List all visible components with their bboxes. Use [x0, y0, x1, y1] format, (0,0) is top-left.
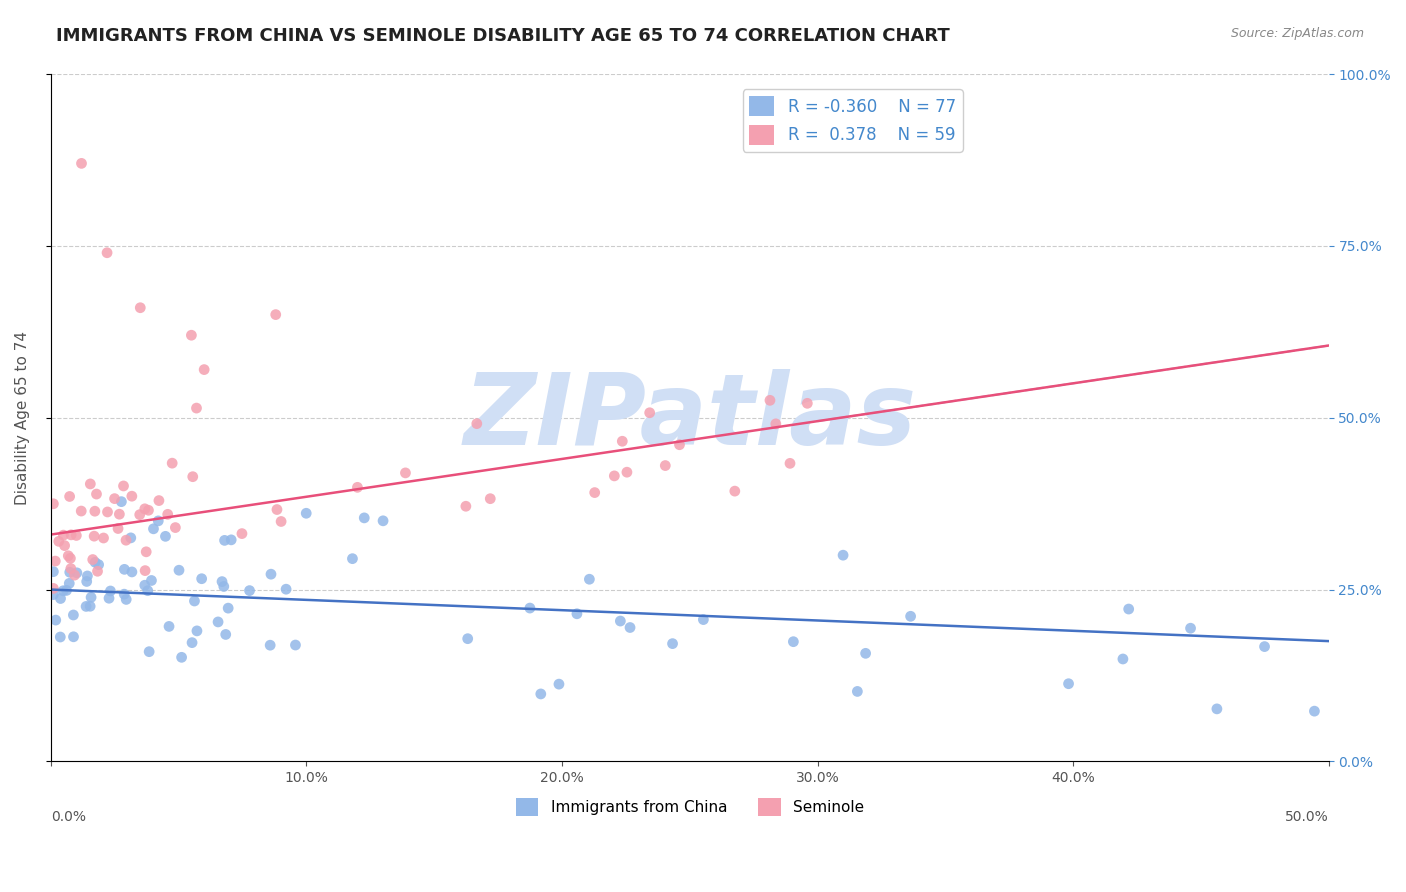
Text: 50.0%: 50.0%: [1285, 810, 1329, 823]
Point: [58, 576, 80, 591]
Point: [346, 480, 368, 494]
Point: [211, 574, 233, 589]
Point: [578, 572, 600, 586]
Point: [44, 554, 66, 568]
Point: [59, 490, 82, 504]
Point: [148, 493, 170, 508]
Point: [52, 583, 75, 598]
Point: [66, 566, 89, 580]
Point: [55, 583, 77, 598]
Point: [110, 494, 132, 508]
Point: [238, 583, 260, 598]
Point: [181, 635, 204, 649]
Point: [100, 584, 122, 599]
Point: [454, 500, 477, 514]
Point: [186, 624, 208, 638]
Point: [167, 563, 190, 577]
Point: [63, 568, 86, 582]
Point: [93, 531, 115, 545]
Point: [846, 684, 869, 698]
Point: [259, 638, 281, 652]
Point: [183, 594, 205, 608]
Point: [219, 533, 242, 547]
Point: [83, 504, 105, 518]
Point: [214, 533, 236, 548]
Point: [190, 572, 212, 586]
Point: [121, 489, 143, 503]
Point: [82, 552, 104, 566]
Point: [79, 477, 101, 491]
Point: [142, 522, 165, 536]
Point: [548, 677, 571, 691]
Point: [138, 503, 160, 517]
Point: [65, 528, 87, 542]
Point: [371, 514, 394, 528]
Point: [661, 637, 683, 651]
Point: [42, 588, 65, 602]
Point: [1253, 640, 1275, 654]
Point: [638, 406, 661, 420]
Point: [207, 615, 229, 629]
Point: [231, 526, 253, 541]
Point: [108, 507, 131, 521]
Point: [457, 632, 479, 646]
Point: [136, 583, 159, 598]
Point: [70, 156, 93, 170]
Point: [96, 505, 118, 519]
Point: [59, 551, 82, 566]
Point: [583, 485, 606, 500]
Point: [165, 520, 187, 534]
Point: [53, 539, 76, 553]
Point: [479, 491, 502, 506]
Point: [112, 479, 135, 493]
Point: [115, 533, 138, 548]
Point: [107, 522, 129, 536]
Point: [86, 564, 108, 578]
Point: [215, 627, 238, 641]
Point: [115, 592, 138, 607]
Point: [1057, 677, 1080, 691]
Point: [181, 469, 204, 483]
Point: [134, 578, 156, 592]
Point: [58, 549, 80, 563]
Point: [193, 362, 215, 376]
Point: [724, 484, 747, 499]
Point: [48, 534, 70, 549]
Point: [855, 646, 877, 660]
Point: [141, 574, 163, 588]
Point: [519, 601, 541, 615]
Point: [120, 531, 142, 545]
Point: [156, 508, 179, 522]
Point: [62, 607, 84, 622]
Point: [609, 614, 631, 628]
Point: [76, 569, 98, 583]
Text: ZIPatlas: ZIPatlas: [463, 369, 917, 467]
Point: [42, 565, 65, 579]
Point: [692, 613, 714, 627]
Y-axis label: Disability Age 65 to 74: Disability Age 65 to 74: [15, 331, 30, 505]
Point: [60, 528, 83, 542]
Point: [157, 619, 180, 633]
Point: [1118, 602, 1140, 616]
Point: [42, 582, 65, 596]
Legend: Immigrants from China, Seminole: Immigrants from China, Seminole: [509, 791, 870, 822]
Point: [603, 469, 626, 483]
Point: [186, 401, 208, 416]
Point: [52, 528, 75, 542]
Point: [86, 487, 108, 501]
Point: [76, 574, 98, 589]
Point: [1180, 621, 1202, 635]
Point: [59, 561, 82, 575]
Point: [45, 613, 67, 627]
Point: [138, 645, 160, 659]
Point: [832, 548, 855, 562]
Point: [394, 466, 416, 480]
Text: 0.0%: 0.0%: [51, 810, 86, 823]
Point: [266, 502, 288, 516]
Point: [270, 515, 292, 529]
Point: [160, 456, 183, 470]
Point: [353, 511, 375, 525]
Point: [180, 328, 202, 343]
Point: [765, 417, 787, 431]
